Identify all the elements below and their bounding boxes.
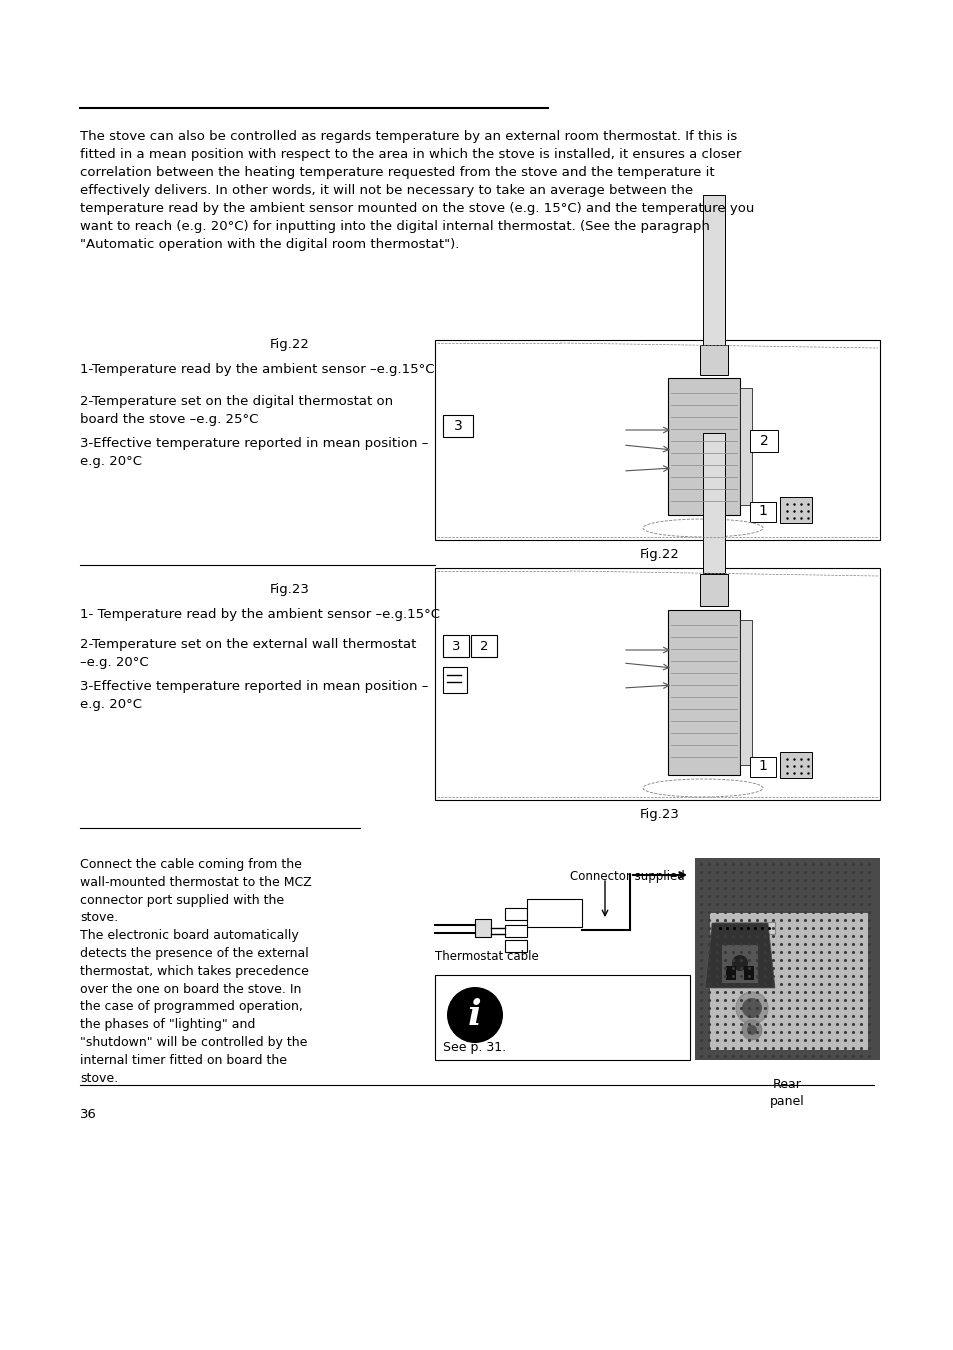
- Bar: [749, 431, 778, 452]
- Text: Connector supplied: Connector supplied: [569, 869, 684, 883]
- Text: 1- Temperature read by the ambient sensor –e.g.15°C: 1- Temperature read by the ambient senso…: [80, 608, 439, 621]
- Text: Connect the cable coming from the
wall-mounted thermostat to the MCZ
connector p: Connect the cable coming from the wall-m…: [80, 859, 312, 1084]
- Text: 3-Effective temperature reported in mean position –
e.g. 20°C: 3-Effective temperature reported in mean…: [80, 437, 428, 468]
- Circle shape: [731, 954, 747, 971]
- Circle shape: [741, 1021, 761, 1040]
- Text: See p. 31.: See p. 31.: [442, 1041, 506, 1054]
- Bar: [725, 967, 735, 980]
- Text: 36: 36: [80, 1108, 97, 1120]
- Bar: [504, 909, 526, 919]
- Text: The stove can also be controlled as regards temperature by an external room ther: The stove can also be controlled as rega…: [80, 130, 754, 251]
- Bar: [702, 433, 724, 572]
- Text: Thermostat cable: Thermostat cable: [435, 950, 538, 963]
- Text: 2: 2: [759, 433, 767, 448]
- Bar: [526, 899, 581, 927]
- Bar: [700, 346, 727, 375]
- Bar: [442, 667, 467, 693]
- Bar: [740, 620, 751, 765]
- Text: 3: 3: [453, 418, 462, 433]
- Text: 3: 3: [452, 640, 459, 652]
- Bar: [700, 574, 727, 606]
- Bar: [780, 497, 811, 522]
- Circle shape: [741, 998, 761, 1018]
- Polygon shape: [704, 923, 774, 988]
- Bar: [743, 967, 753, 980]
- Bar: [780, 752, 811, 778]
- Text: 2-Temperature set on the external wall thermostat
–e.g. 20°C: 2-Temperature set on the external wall t…: [80, 639, 416, 670]
- Bar: [702, 194, 724, 346]
- Bar: [714, 922, 774, 934]
- Circle shape: [746, 1025, 757, 1035]
- Text: 1-Temperature read by the ambient sensor –e.g.15°C: 1-Temperature read by the ambient sensor…: [80, 363, 434, 377]
- Text: Fig.23: Fig.23: [639, 809, 679, 821]
- Bar: [442, 634, 469, 657]
- Bar: [475, 919, 491, 937]
- Bar: [471, 634, 497, 657]
- Text: i: i: [468, 998, 481, 1031]
- Text: 2: 2: [479, 640, 488, 652]
- Text: Fig.22: Fig.22: [270, 338, 310, 351]
- Circle shape: [735, 992, 767, 1025]
- Bar: [695, 859, 879, 1060]
- Bar: [749, 757, 775, 778]
- Bar: [749, 502, 775, 522]
- Bar: [740, 387, 751, 505]
- Text: Rear
panel: Rear panel: [769, 1079, 803, 1108]
- Bar: [709, 913, 867, 1050]
- Bar: [667, 378, 740, 514]
- Bar: [435, 568, 879, 801]
- Bar: [435, 975, 689, 1060]
- Bar: [435, 340, 879, 540]
- Text: 3-Effective temperature reported in mean position –
e.g. 20°C: 3-Effective temperature reported in mean…: [80, 680, 428, 711]
- Bar: [504, 940, 526, 952]
- Bar: [504, 925, 526, 937]
- Text: 1: 1: [758, 504, 766, 518]
- Bar: [721, 945, 758, 983]
- Text: Fig.23: Fig.23: [270, 583, 310, 595]
- Text: 2-Temperature set on the digital thermostat on
board the stove –e.g. 25°C: 2-Temperature set on the digital thermos…: [80, 396, 393, 427]
- Circle shape: [447, 987, 502, 1044]
- Text: Fig.22: Fig.22: [639, 548, 679, 562]
- Text: 1: 1: [758, 759, 766, 774]
- Bar: [442, 414, 473, 437]
- Bar: [667, 610, 740, 775]
